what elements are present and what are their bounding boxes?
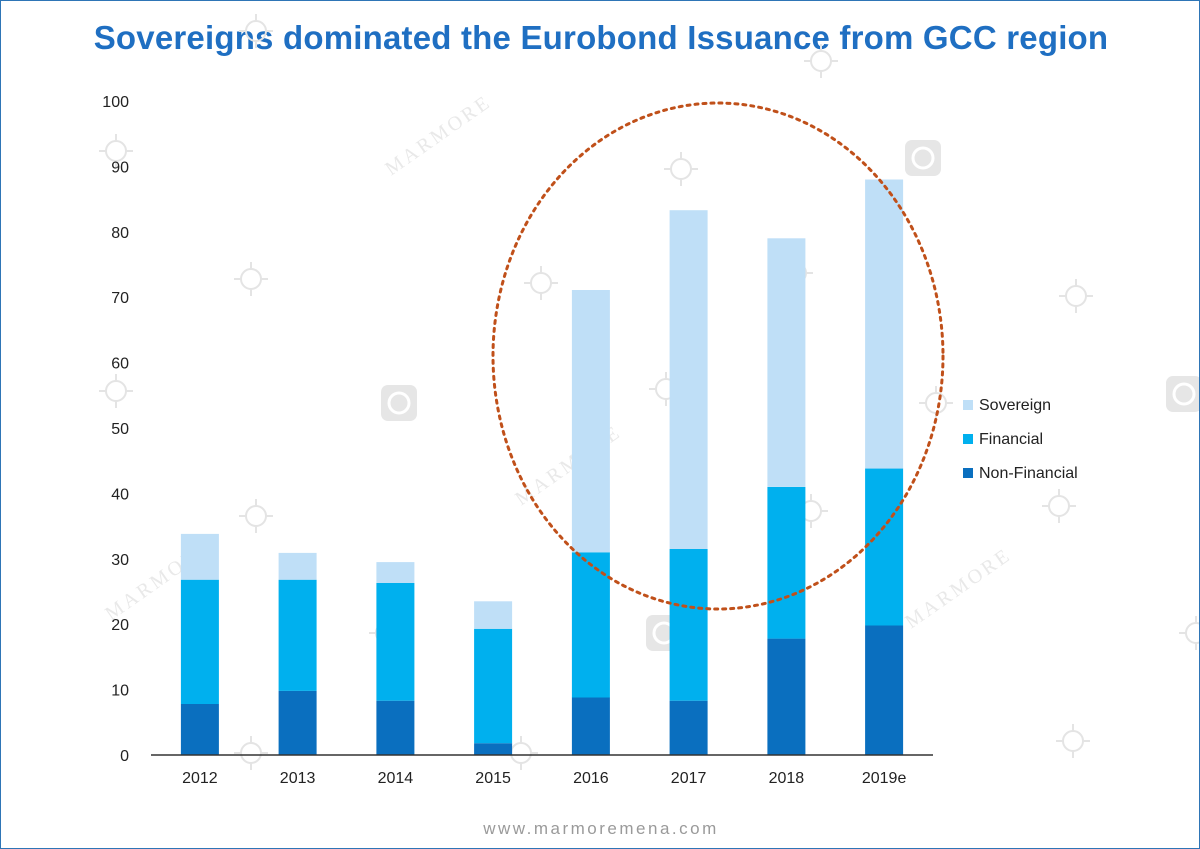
watermark-crosshair-icon — [99, 134, 133, 168]
watermark-badge-icon — [1166, 376, 1199, 412]
website-footer: www.marmoremena.com — [483, 819, 719, 838]
x-tick-label: 2019e — [862, 770, 907, 787]
y-tick-label: 0 — [120, 748, 129, 765]
bar-sovereign-2016 — [571, 290, 610, 553]
watermark-crosshair-icon — [234, 262, 268, 296]
bar-non-financial-2017 — [669, 700, 708, 755]
watermark-crosshair-icon — [1179, 616, 1199, 650]
bar-financial-2014 — [376, 583, 415, 701]
watermark-crosshair-icon — [1042, 489, 1076, 523]
x-tick-label: 2015 — [475, 770, 511, 787]
legend-label: Non-Financial — [979, 465, 1078, 482]
legend-swatch — [963, 400, 973, 410]
watermark-crosshair-icon — [1056, 724, 1090, 758]
x-tick-label: 2018 — [769, 770, 805, 787]
bar-financial-2018 — [767, 486, 806, 639]
watermark-crosshair-icon — [664, 152, 698, 186]
bar-sovereign-2017 — [669, 210, 708, 549]
watermark-text: MARMORE — [381, 91, 495, 180]
bar-non-financial-2016 — [571, 697, 610, 755]
x-tick-label: 2014 — [378, 770, 414, 787]
bar-non-financial-2019e — [865, 625, 904, 755]
bar-non-financial-2012 — [180, 704, 219, 755]
bar-financial-2017 — [669, 549, 708, 701]
y-axis: 0 10 20 30 40 50 60 70 80 90 100 — [102, 94, 129, 765]
bars-layer — [180, 179, 904, 755]
legend: Sovereign Financial Non-Financial — [963, 397, 1078, 482]
watermark-crosshair-icon — [99, 374, 133, 408]
bar-non-financial-2018 — [767, 638, 806, 755]
x-axis: 2012 2013 2014 2015 2016 2017 2018 2019e — [151, 754, 933, 787]
y-tick-label: 30 — [111, 552, 129, 569]
x-tick-label: 2017 — [671, 770, 707, 787]
watermark-crosshair-icon — [239, 14, 273, 48]
bar-financial-2016 — [571, 552, 610, 698]
watermark-badge-icon — [905, 140, 941, 176]
y-tick-label: 100 — [102, 94, 129, 111]
bar-non-financial-2015 — [474, 743, 513, 755]
bar-sovereign-2013 — [278, 552, 317, 580]
y-tick-label: 50 — [111, 421, 129, 438]
legend-swatch — [963, 468, 973, 478]
x-tick-label: 2012 — [182, 770, 218, 787]
y-tick-label: 10 — [111, 683, 129, 700]
y-tick-label: 70 — [111, 290, 129, 307]
bar-sovereign-2015 — [474, 601, 513, 629]
watermark-crosshair-icon — [239, 499, 273, 533]
bar-non-financial-2013 — [278, 690, 317, 755]
x-tick-label: 2016 — [573, 770, 609, 787]
watermark-crosshair-icon — [1059, 279, 1093, 313]
y-tick-label: 60 — [111, 356, 129, 373]
watermark-badge-icon — [381, 385, 417, 421]
y-tick-label: 40 — [111, 486, 129, 503]
watermark-crosshair-icon — [524, 266, 558, 300]
watermark-text: MARMORE — [901, 544, 1015, 633]
y-tick-label: 20 — [111, 617, 129, 634]
bar-sovereign-2012 — [180, 533, 219, 580]
bar-sovereign-2014 — [376, 562, 415, 583]
legend-label: Financial — [979, 431, 1043, 448]
legend-label: Sovereign — [979, 397, 1051, 414]
highlight-circle — [491, 101, 945, 611]
watermark-crosshair-icon — [234, 736, 268, 770]
bar-financial-2015 — [474, 628, 513, 744]
bar-non-financial-2014 — [376, 700, 415, 755]
bar-financial-2013 — [278, 579, 317, 691]
y-tick-label: 80 — [111, 225, 129, 242]
bar-financial-2019e — [865, 468, 904, 626]
watermark-crosshair-icon — [804, 44, 838, 78]
legend-swatch — [963, 434, 973, 444]
y-tick-label: 90 — [111, 159, 129, 176]
x-tick-label: 2013 — [280, 770, 316, 787]
bar-sovereign-2018 — [767, 238, 806, 487]
bar-sovereign-2019e — [865, 179, 904, 469]
bar-financial-2012 — [180, 579, 219, 704]
